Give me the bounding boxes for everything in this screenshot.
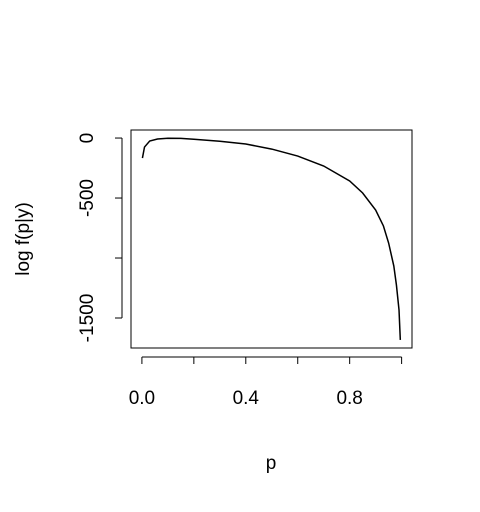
x-tick-label: 0.0 bbox=[129, 388, 155, 409]
x-axis-label: p bbox=[266, 453, 277, 474]
y-tick-label: 0 bbox=[77, 133, 98, 144]
x-tick-label: 0.8 bbox=[336, 388, 362, 409]
line-series bbox=[141, 137, 402, 340]
plot-box bbox=[130, 129, 413, 349]
x-tick-label: 0.4 bbox=[233, 388, 260, 409]
y-tick-label: -1500 bbox=[77, 294, 98, 343]
y-axis-label: log f(p|y) bbox=[13, 202, 34, 276]
y-tick-label: -500 bbox=[77, 179, 98, 217]
